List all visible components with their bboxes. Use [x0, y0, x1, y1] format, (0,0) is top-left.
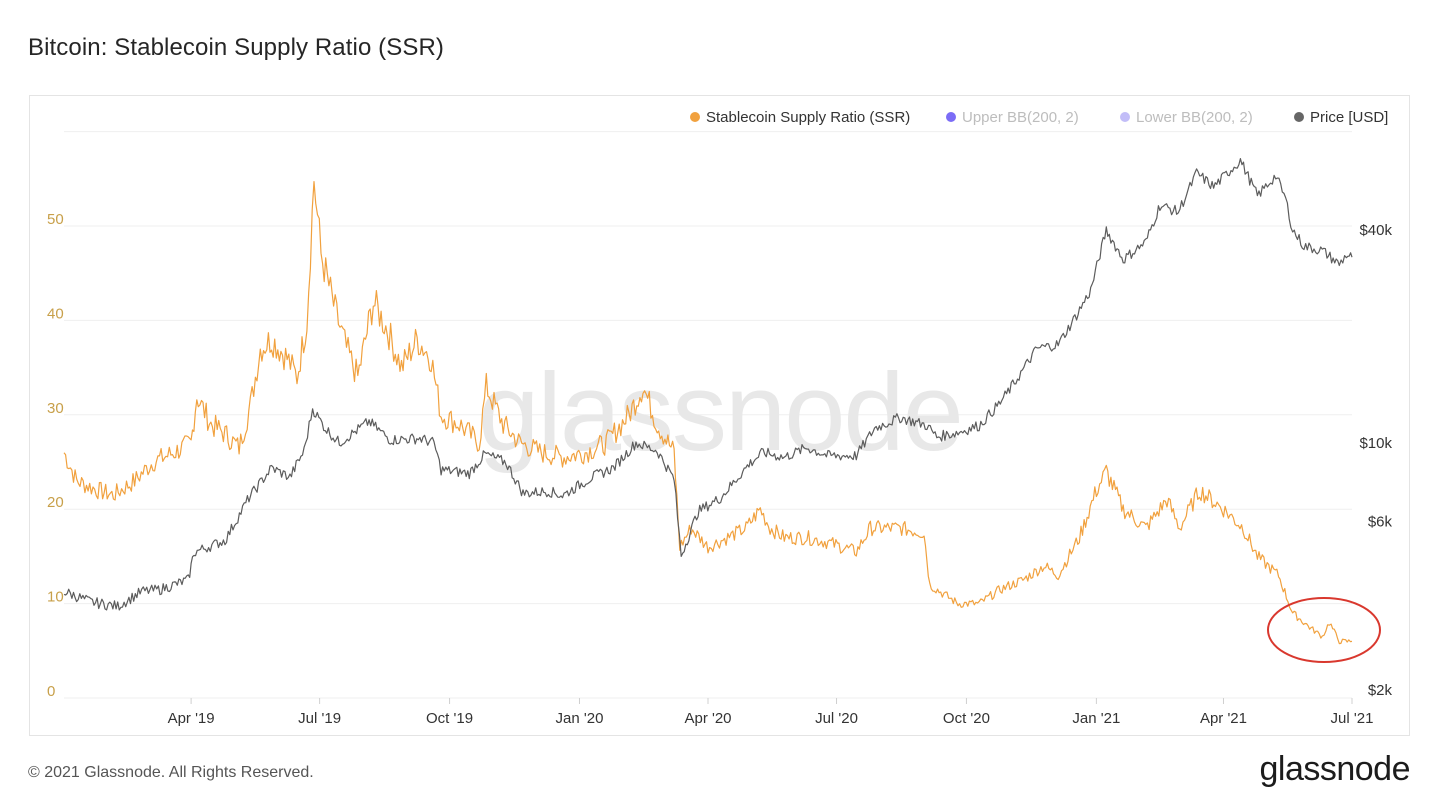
x-tick-label: Jul '20	[815, 710, 858, 727]
red-circle-highlight	[1267, 597, 1381, 663]
legend-dot	[1294, 112, 1304, 122]
y-right-tick-label: $10k	[1359, 435, 1392, 452]
legend-label: Lower BB(200, 2)	[1136, 109, 1253, 126]
chart-frame	[29, 95, 1410, 736]
legend-dot	[690, 112, 700, 122]
legend-label: Upper BB(200, 2)	[962, 109, 1079, 126]
x-tick-label: Jan '21	[1072, 710, 1120, 727]
x-tick-label: Jan '20	[556, 710, 604, 727]
legend-item[interactable]: Price [USD]	[1294, 109, 1388, 126]
y-left-tick-label: 10	[47, 589, 64, 606]
y-axis-left: 0 10 20 30 40 50	[47, 211, 64, 700]
y-left-tick-label: 20	[47, 494, 64, 511]
ssr-line	[63, 181, 1353, 645]
legend-item[interactable]: Upper BB(200, 2)	[946, 109, 1079, 126]
grid	[64, 131, 1352, 699]
series-layer	[63, 158, 1353, 645]
legend-label: Price [USD]	[1310, 109, 1388, 126]
x-axis: Apr '19 Jul '19 Oct '19 Jan '20 Apr '20 Jul '…	[168, 698, 1374, 727]
legend[interactable]: Stablecoin Supply Ratio (SSR) Upper BB(20…	[690, 109, 1388, 126]
y-left-tick-label: 0	[47, 683, 55, 700]
x-tick-label: Oct '20	[943, 710, 990, 727]
x-tick-label: Jul '21	[1331, 710, 1374, 727]
copyright-text: © 2021 Glassnode. All Rights Reserved.	[28, 764, 314, 781]
legend-item[interactable]: Lower BB(200, 2)	[1120, 109, 1253, 126]
glassnode-logo[interactable]: glassnode	[1259, 750, 1410, 788]
page-title: Bitcoin: Stablecoin Supply Ratio (SSR)	[28, 34, 444, 61]
legend-label: Stablecoin Supply Ratio (SSR)	[706, 109, 910, 126]
y-left-tick-label: 30	[47, 400, 64, 417]
legend-dot	[946, 112, 956, 122]
y-right-tick-label: $6k	[1368, 513, 1393, 530]
legend-item[interactable]: Stablecoin Supply Ratio (SSR)	[690, 109, 910, 126]
x-tick-label: Apr '21	[1200, 710, 1247, 727]
y-left-tick-label: 40	[47, 305, 64, 322]
watermark: glassnode	[478, 351, 962, 474]
y-right-tick-label: $2k	[1368, 682, 1393, 699]
x-tick-label: Oct '19	[426, 710, 473, 727]
x-tick-label: Apr '20	[684, 710, 731, 727]
y-left-tick-label: 50	[47, 211, 64, 228]
price-line	[63, 158, 1353, 611]
y-right-tick-label: $40k	[1359, 222, 1392, 239]
legend-dot	[1120, 112, 1130, 122]
y-axis-right: $2k $6k $10k $40k	[1359, 222, 1392, 699]
x-tick-label: Apr '19	[168, 710, 215, 727]
x-tick-label: Jul '19	[298, 710, 341, 727]
